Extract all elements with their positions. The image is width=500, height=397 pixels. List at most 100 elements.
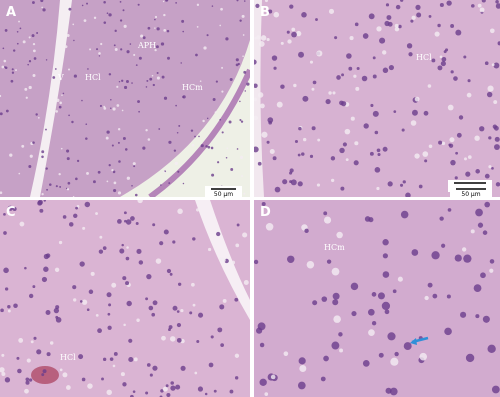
nucleus	[73, 74, 77, 78]
panel-letter: B	[260, 5, 270, 20]
nucleus	[33, 57, 37, 60]
nucleus	[479, 7, 485, 13]
nucleus	[45, 253, 51, 258]
nucleus	[372, 74, 377, 79]
nucleus	[126, 246, 129, 249]
nucleus	[333, 315, 341, 323]
scale-bar-label: 50 µm	[214, 191, 233, 198]
nucleus	[234, 297, 239, 302]
nucleus	[382, 67, 389, 73]
nucleus	[369, 151, 374, 156]
nucleus	[4, 287, 9, 291]
nucleus	[354, 22, 359, 27]
nucleus	[240, 120, 244, 123]
nucleus	[168, 328, 171, 332]
region-label: HCm	[182, 83, 203, 92]
nucleus	[46, 188, 49, 191]
nucleus	[169, 336, 176, 342]
nucleus	[37, 200, 43, 205]
nucleus	[256, 35, 261, 40]
nucleus	[64, 45, 68, 49]
nucleus	[482, 315, 490, 323]
nucleus	[410, 120, 417, 126]
nucleus	[441, 56, 447, 62]
nucleus	[62, 372, 68, 378]
nucleus	[287, 255, 295, 264]
nucleus	[225, 156, 228, 159]
nucleus	[102, 246, 107, 250]
nucleus	[2, 47, 5, 50]
nucleus	[24, 87, 28, 91]
nucleus	[113, 44, 116, 47]
nucleus	[484, 61, 489, 66]
nucleus	[61, 94, 63, 96]
nucleus	[28, 164, 32, 168]
nucleus	[0, 308, 4, 313]
nucleus	[236, 0, 239, 2]
nucleus	[235, 58, 239, 62]
nucleus	[465, 171, 471, 177]
nucleus	[437, 23, 441, 28]
nucleus	[423, 110, 429, 116]
nucleus	[220, 343, 224, 347]
nucleus	[31, 34, 35, 38]
nucleus	[195, 53, 198, 57]
nucleus	[290, 179, 297, 186]
nucleus	[291, 31, 297, 38]
nucleus	[161, 75, 165, 79]
nucleus	[163, 13, 166, 17]
nucleus	[163, 171, 166, 174]
nucleus	[119, 248, 125, 254]
nucleus	[121, 109, 124, 112]
nucleus	[346, 53, 352, 59]
nucleus	[471, 4, 475, 8]
nucleus	[225, 37, 229, 41]
nucleus	[172, 305, 178, 311]
panel-a	[0, 0, 250, 197]
nucleus	[19, 221, 25, 227]
nucleus	[256, 327, 263, 334]
nucleus	[197, 386, 204, 392]
nucleus	[149, 373, 153, 377]
nucleus	[489, 259, 495, 264]
nucleus	[9, 153, 13, 157]
nucleus	[439, 2, 444, 8]
nucleus	[32, 42, 36, 46]
nucleus	[66, 34, 70, 38]
nucleus	[36, 349, 42, 355]
nucleus	[309, 154, 314, 158]
nucleus	[488, 165, 492, 169]
nucleus	[182, 182, 185, 185]
nucleus	[493, 100, 498, 105]
nucleus	[479, 126, 485, 132]
nucleus	[260, 35, 267, 41]
nucleus	[321, 296, 328, 302]
nucleus	[382, 271, 390, 278]
nucleus	[332, 292, 340, 300]
nucleus	[482, 230, 488, 235]
nucleus	[302, 95, 309, 102]
nucleus	[363, 123, 369, 129]
nucleus	[32, 74, 36, 78]
nucleus	[377, 152, 381, 157]
nucleus	[146, 79, 149, 82]
nucleus	[182, 30, 185, 33]
nucleus	[397, 276, 403, 282]
nucleus	[190, 129, 194, 132]
nucleus	[226, 147, 229, 150]
nucleus	[274, 186, 281, 193]
nucleus	[463, 254, 472, 263]
nucleus	[196, 340, 200, 344]
nucleus	[350, 116, 355, 121]
nucleus	[166, 268, 172, 274]
nucleus	[411, 15, 416, 20]
nucleus	[170, 385, 176, 391]
nucleus	[45, 310, 51, 315]
nucleus	[168, 182, 171, 184]
nucleus	[231, 260, 236, 265]
nucleus	[368, 329, 375, 336]
nucleus	[317, 138, 321, 142]
nucleus	[45, 128, 47, 131]
nucleus	[3, 59, 7, 63]
panel-letter: A	[6, 5, 16, 20]
